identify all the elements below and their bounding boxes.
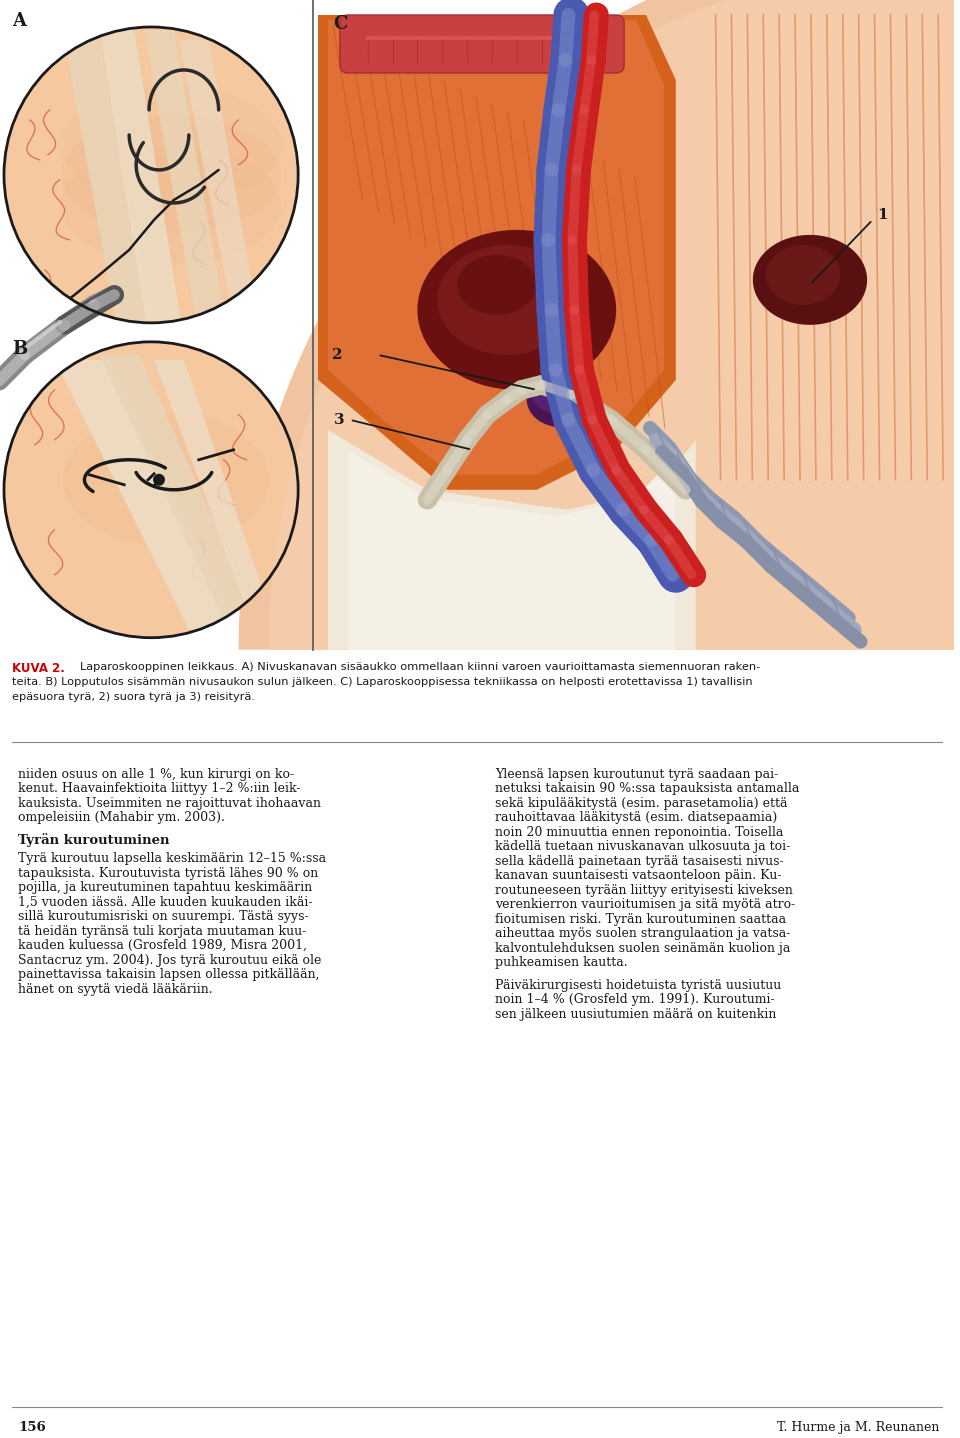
Text: 156: 156 [18,1421,46,1434]
Ellipse shape [532,377,577,413]
Text: noin 1–4 % (Grosfeld ym. 1991). Kuroutumi-: noin 1–4 % (Grosfeld ym. 1991). Kuroutum… [495,994,775,1007]
Ellipse shape [60,86,281,204]
Text: A: A [12,12,26,30]
Ellipse shape [766,244,840,305]
Text: routuneeseen tyrään liittyy erityisesti kiveksen: routuneeseen tyrään liittyy erityisesti … [495,883,793,896]
Polygon shape [100,30,184,339]
Text: kauden kuluessa (Grosfeld 1989, Misra 2001,: kauden kuluessa (Grosfeld 1989, Misra 20… [18,939,307,952]
Text: KUVA 2.: KUVA 2. [12,661,65,674]
Polygon shape [64,40,154,339]
Polygon shape [328,430,696,650]
Circle shape [4,342,299,637]
Text: C: C [333,14,348,33]
Text: Tyrän kuroutuminen: Tyrän kuroutuminen [18,834,169,847]
Text: verenkierron vaurioitumisen ja sitä myötä atro-: verenkierron vaurioitumisen ja sitä myöt… [495,899,795,912]
Text: puhkeamisen kautta.: puhkeamisen kautta. [495,956,628,969]
Polygon shape [55,360,238,630]
Text: tä heidän tyränsä tuli korjata muutaman kuu-: tä heidän tyränsä tuli korjata muutaman … [18,925,306,938]
Text: rauhoittavaa lääkitystä (esim. diatsepaamia): rauhoittavaa lääkitystä (esim. diatsepaa… [495,811,778,824]
Ellipse shape [60,145,281,265]
Text: pojilla, ja kureutuminen tapahtuu keskimäärin: pojilla, ja kureutuminen tapahtuu keskim… [18,881,312,894]
Circle shape [4,27,299,324]
Ellipse shape [418,230,616,390]
Polygon shape [318,14,676,490]
Text: noin 20 minuuttia ennen reponointia. Toisella: noin 20 minuuttia ennen reponointia. Toi… [495,825,783,838]
Polygon shape [144,30,228,335]
Ellipse shape [527,372,596,427]
Text: epäsuora tyrä, 2) suora tyrä ja 3) reisityrä.: epäsuora tyrä, 2) suora tyrä ja 3) reisi… [12,692,255,702]
Text: Yleensä lapsen kuroutunut tyrä saadaan pai-: Yleensä lapsen kuroutunut tyrä saadaan p… [495,768,779,781]
Text: T. Hurme ja M. Reunanen: T. Hurme ja M. Reunanen [777,1421,939,1434]
Text: niiden osuus on alle 1 %, kun kirurgi on ko-: niiden osuus on alle 1 %, kun kirurgi on… [18,768,294,781]
Text: 1: 1 [877,209,888,221]
Text: aiheuttaa myös suolen strangulaation ja vatsa-: aiheuttaa myös suolen strangulaation ja … [495,928,790,940]
Wedge shape [238,0,954,650]
Text: kauksista. Useimmiten ne rajoittuvat ihohaavan: kauksista. Useimmiten ne rajoittuvat iho… [18,797,321,810]
Polygon shape [154,360,266,600]
Text: kanavan suuntaisesti vatsaonteloon päin. Ku-: kanavan suuntaisesti vatsaonteloon päin.… [495,869,781,881]
Text: netuksi takaisin 90 %:ssa tapauksista antamalla: netuksi takaisin 90 %:ssa tapauksista an… [495,782,800,795]
Text: kalvontulehduksen suolen seinämän kuolion ja: kalvontulehduksen suolen seinämän kuolio… [495,942,790,955]
Ellipse shape [457,255,537,315]
Text: hänet on syytä viedä lääkäriin.: hänet on syytä viedä lääkäriin. [18,982,212,995]
Polygon shape [328,20,664,475]
Text: tapauksista. Kuroutuvista tyristä lähes 90 % on: tapauksista. Kuroutuvista tyristä lähes … [18,867,318,880]
Text: sekä kipulääkitystä (esim. parasetamolia) että: sekä kipulääkitystä (esim. parasetamolia… [495,797,787,810]
Ellipse shape [438,244,576,355]
Text: ompeleisiin (Mahabir ym. 2003).: ompeleisiin (Mahabir ym. 2003). [18,811,225,824]
Wedge shape [269,0,954,650]
Text: 1,5 vuoden iässä. Alle kuuden kuukauden ikäi-: 1,5 vuoden iässä. Alle kuuden kuukauden … [18,896,312,909]
Text: teita. B) Lopputulos sisämmän nivusaukon sulun jälkeen. C) Laparoskooppisessa te: teita. B) Lopputulos sisämmän nivusaukon… [12,677,753,687]
Ellipse shape [60,115,281,234]
Polygon shape [348,450,676,650]
Text: Laparoskooppinen leikkaus. A) Nivuskanavan sisäaukko ommellaan kiinni varoen vau: Laparoskooppinen leikkaus. A) Nivuskanav… [80,661,759,672]
Ellipse shape [753,234,867,325]
Text: sella kädellä painetaan tyrää tasaisesti nivus-: sella kädellä painetaan tyrää tasaisesti… [495,854,783,867]
Text: B: B [12,339,27,358]
Text: painettavissa takaisin lapsen ollessa pitkällään,: painettavissa takaisin lapsen ollessa pi… [18,968,320,981]
Text: 2: 2 [332,348,343,362]
FancyBboxPatch shape [340,14,624,73]
Text: Tyrä kuroutuu lapsella keskimäärin 12–15 %:ssa: Tyrä kuroutuu lapsella keskimäärin 12–15… [18,853,326,866]
Polygon shape [100,355,258,620]
Text: fioitumisen riski. Tyrän kuroutuminen saattaa: fioitumisen riski. Tyrän kuroutuminen sa… [495,913,786,926]
Text: 3: 3 [334,413,345,427]
Text: kenut. Haavainfektioita liittyy 1–2 %:iin leik-: kenut. Haavainfektioita liittyy 1–2 %:ii… [18,782,300,795]
Text: Päiväkirurgisesti hoidetuista tyristä uusiutuu: Päiväkirurgisesti hoidetuista tyristä uu… [495,978,781,992]
Circle shape [153,473,165,486]
Polygon shape [179,40,258,319]
Text: sillä kuroutumisriski on suurempi. Tästä syys-: sillä kuroutumisriski on suurempi. Tästä… [18,910,308,923]
Text: sen jälkeen uusiutumien määrä on kuitenkin: sen jälkeen uusiutumien määrä on kuitenk… [495,1008,777,1021]
Ellipse shape [63,413,269,546]
Text: Santacruz ym. 2004). Jos tyrä kuroutuu eikä ole: Santacruz ym. 2004). Jos tyrä kuroutuu e… [18,953,322,966]
Text: kädellä tuetaan nivuskanavan ulkosuuta ja toi-: kädellä tuetaan nivuskanavan ulkosuuta j… [495,840,790,853]
